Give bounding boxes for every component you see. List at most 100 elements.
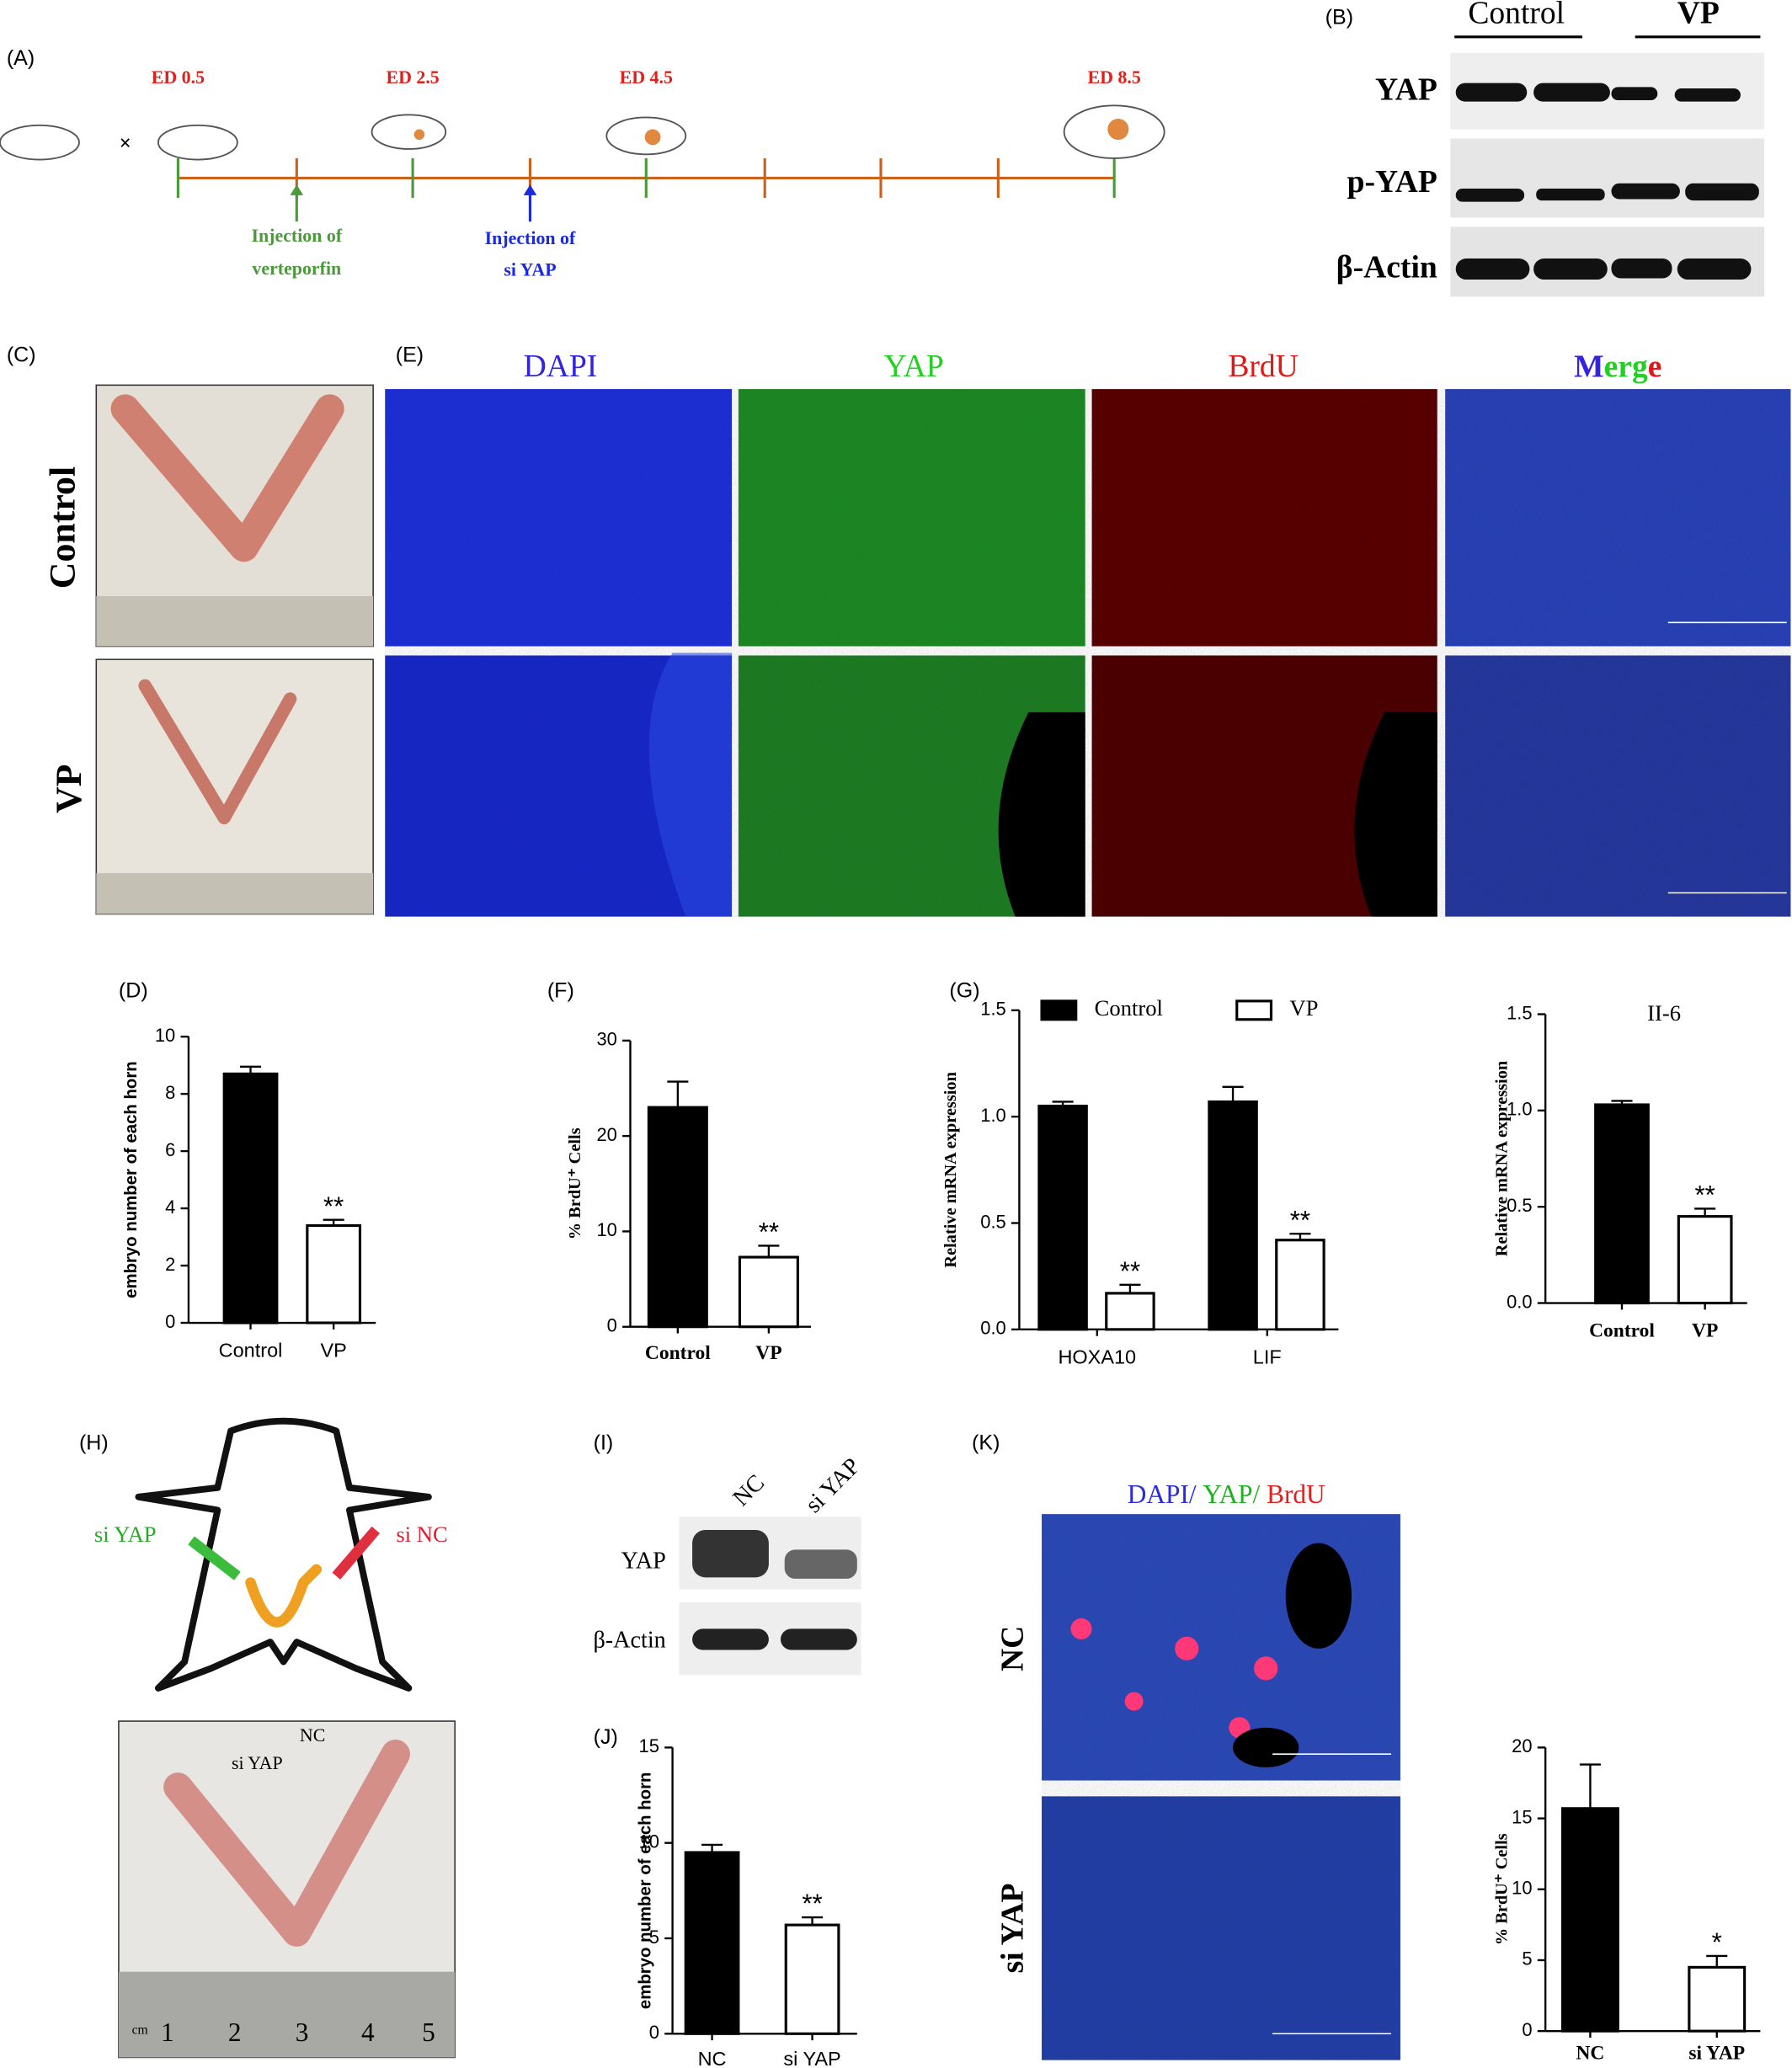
bar [1037,1104,1088,1331]
y-tick-label: 6 [165,1139,175,1160]
y-tick-label: 20 [1512,1735,1532,1756]
micrographs-e: DAPI YAP BrdU Merge [385,349,1791,917]
ruler-number: 3 [296,2017,309,2047]
panel-label: (G) [949,979,979,1003]
band-label: YAP [1375,72,1437,107]
channel-label: BrdU [1228,349,1299,384]
bar [684,1851,740,2035]
panel-label: (K) [972,1431,1000,1455]
bar [1275,1239,1325,1331]
y-tick-label: 1.0 [1507,1099,1532,1120]
channel-label: DAPI [524,349,598,384]
stain-part: YAP/ [1203,1479,1260,1509]
mouse-drawings [0,104,1165,161]
x-tick-label: VP [755,1342,781,1364]
photo-label: NC [300,1724,325,1746]
injection-label: si YAP [504,259,556,280]
panel-label: (F) [547,979,574,1003]
panel-label: (J) [594,1725,618,1749]
band-label: β-Actin [1336,251,1437,285]
western-blot-i: YAP β-Actin NC si YAP [593,1453,866,1676]
syringe-label: si NC [396,1522,447,1547]
row-label: Control [42,466,83,589]
micrographs-k: DAPI/ YAP/ BrdU NC si YAP [995,1479,1400,2060]
y-axis-label: embryo number of each horn [122,1061,141,1298]
band-label: p-YAP [1347,165,1437,200]
x-tick-label: LIF [1253,1346,1282,1368]
legend-swatch [1040,999,1078,1021]
merge-part: e [1648,349,1662,384]
y-tick-label: 0 [649,2022,659,2043]
lane-label: NC [728,1470,770,1512]
significance: ** [759,1218,779,1247]
y-axis-label: Relative mRNA expression [1493,1061,1512,1256]
y-tick-label: 15 [1512,1806,1532,1827]
y-tick-label: 1.5 [980,999,1005,1020]
y-axis-label: % BrdU⁺ Cells [566,1127,584,1239]
channel-label: Merge [1574,349,1661,384]
bar [1208,1100,1258,1331]
uterus-photos-c: Control VP [42,384,374,915]
ruler-number: 4 [361,2017,375,2047]
y-tick-label: 10 [639,1831,659,1852]
panel-label: (D) [119,979,148,1003]
group-label: Control [1468,0,1565,30]
y-tick-label: 4 [165,1197,175,1218]
significance: ** [1290,1205,1310,1234]
stain-part: BrdU [1267,1479,1325,1509]
stain-part: DAPI/ [1128,1479,1197,1509]
x-tick-label: si YAP [1688,2043,1745,2065]
ruler-number: 2 [228,2017,242,2047]
y-tick-label: 0 [165,1311,175,1332]
y-tick-label: 30 [596,1029,616,1050]
y-tick-label: 2 [165,1254,175,1275]
y-axis-label: % BrdU⁺ Cells [1493,1833,1512,1945]
lane-label: si YAP [801,1453,866,1518]
y-tick-label: 5 [1522,1948,1532,1969]
y-tick-label: 0.0 [1507,1291,1532,1312]
bar [738,1255,799,1329]
timeline: × ED 0.5 ED 2.5 ED 4.5 ED 8.5 Injection … [0,67,1165,280]
x-tick-label: HOXA10 [1058,1346,1136,1368]
y-tick-label: 10 [155,1025,175,1046]
bar [1688,1965,1747,2033]
merge-part: M [1574,349,1603,384]
bar [306,1223,362,1324]
cross: × [120,132,131,155]
bar [1677,1215,1733,1305]
panel-label: (E) [396,344,424,367]
stage-label: ED 0.5 [152,67,205,88]
stage-label: ED 4.5 [620,67,673,88]
y-tick-label: 1.0 [980,1105,1005,1126]
y-tick-label: 10 [596,1219,616,1240]
bar [647,1106,708,1329]
panel-label: (A) [7,46,35,70]
legend-label: Control [1095,995,1163,1021]
x-tick-label: NC [698,2048,727,2068]
x-tick-label: Control [219,1340,283,1362]
y-tick-label: 0 [1522,2019,1532,2040]
y-tick-label: 0.0 [980,1318,1005,1339]
stage-label: ED 8.5 [1088,67,1141,88]
merge-part: erg [1604,349,1648,384]
x-tick-label: Control [1589,1319,1655,1341]
significance: ** [1694,1181,1715,1210]
injection-label: Injection of [485,227,576,248]
y-tick-label: 1.5 [1507,1002,1532,1023]
group-label: VP [1677,0,1720,30]
bar [1105,1292,1155,1331]
significance: ** [323,1191,344,1221]
row-label: NC [995,1626,1030,1671]
y-axis-label: embryo number of each horn [637,1772,655,2010]
y-tick-label: 15 [639,1735,659,1756]
ruler-unit: cm [132,2023,148,2038]
y-tick-label: 0.5 [1507,1195,1532,1216]
significance: * [1712,1927,1722,1957]
x-tick-label: NC [1576,2043,1604,2065]
panel-label: (I) [594,1431,614,1455]
stain-header: DAPI/ YAP/ BrdU [1128,1479,1325,1509]
significance: ** [802,1889,822,1918]
y-tick-label: 10 [1512,1878,1532,1899]
panel-labels: (A) (B) (C) (E) (D) (F) (G) (H) (I) (J) … [7,6,1353,1749]
ruler-number: 5 [422,2017,435,2047]
